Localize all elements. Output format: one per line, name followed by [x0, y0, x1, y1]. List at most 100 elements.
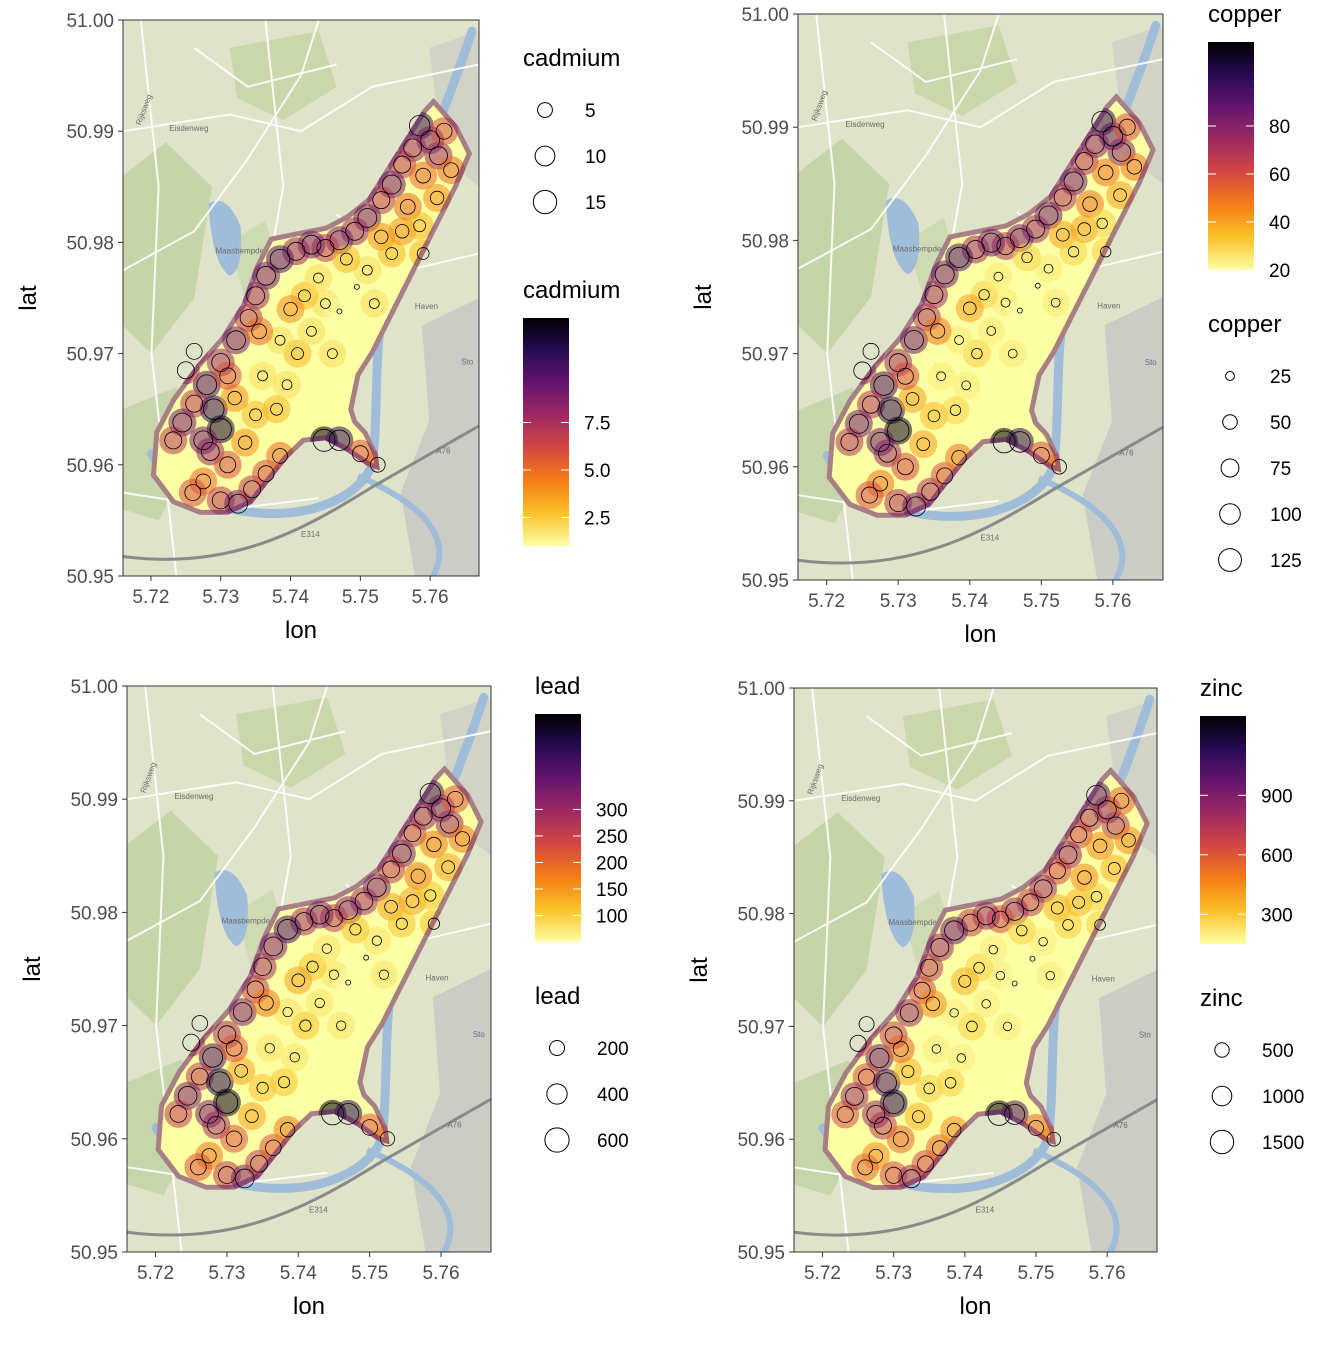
size-legend-label: 10 — [585, 147, 606, 168]
data-point — [988, 945, 998, 955]
surface-cell — [851, 1153, 880, 1182]
data-point — [203, 398, 225, 420]
data-point — [306, 326, 317, 337]
y-tick-label: 50.96 — [737, 1130, 785, 1151]
data-point — [226, 330, 246, 351]
data-point — [353, 283, 360, 290]
data-point — [409, 114, 431, 137]
data-point — [306, 960, 319, 973]
x-tick-label: 5.73 — [202, 587, 239, 608]
y-tick-label: 51.00 — [737, 679, 785, 700]
data-point — [253, 957, 272, 976]
surface-cell — [270, 1068, 299, 1097]
data-point — [232, 1002, 253, 1022]
y-axis-label: lat — [15, 285, 42, 311]
data-point — [281, 379, 293, 391]
map-label: Eisdenweg — [174, 792, 213, 801]
data-point — [1016, 924, 1028, 937]
data-point — [949, 1008, 959, 1018]
y-tick-label: 50.98 — [70, 903, 118, 924]
road — [193, 46, 337, 88]
data-point — [269, 248, 291, 270]
map-label: A76 — [436, 447, 451, 456]
data-point — [177, 1086, 198, 1106]
x-tick-label: 5.72 — [804, 1263, 841, 1284]
y-tick-label: 50.95 — [741, 571, 789, 592]
size-legend-label: 100 — [1270, 505, 1302, 526]
data-point — [876, 1072, 897, 1094]
data-point — [251, 323, 267, 340]
data-point — [858, 1068, 876, 1086]
size-legend-label: 50 — [1270, 413, 1291, 434]
data-point — [190, 1067, 209, 1086]
data-point — [1063, 171, 1084, 192]
y-tick-label: 50.99 — [70, 790, 118, 811]
data-point — [1048, 862, 1066, 880]
surface-cell — [950, 967, 979, 996]
data-point — [913, 981, 931, 999]
surface-cell — [276, 295, 305, 324]
data-point — [961, 380, 972, 391]
surface-cell — [984, 262, 1013, 291]
data-point — [936, 371, 946, 382]
data-point — [336, 308, 343, 315]
size-legend-key — [1214, 1042, 1230, 1058]
map-label: A76 — [1119, 448, 1134, 457]
legend-copper: copper 20 40 60 80 copper 25 50 75 100 125 — [1208, 1, 1302, 572]
surface-cell — [231, 428, 260, 457]
data-point — [966, 1020, 978, 1033]
data-point — [904, 330, 924, 350]
data-point — [392, 843, 412, 864]
data-point — [892, 1041, 909, 1057]
data-point — [206, 1115, 226, 1135]
data-point — [277, 919, 298, 940]
data-point — [195, 473, 212, 490]
y-tick-label: 50.98 — [737, 905, 785, 926]
x-tick-label: 5.72 — [132, 587, 169, 608]
data-point — [385, 247, 399, 260]
data-point — [840, 432, 859, 451]
y-tick-label: 50.97 — [70, 1017, 118, 1038]
data-point — [882, 1092, 905, 1114]
data-point — [164, 431, 183, 450]
x-tick-label: 5.74 — [946, 1263, 983, 1284]
surface-cell — [220, 384, 249, 413]
surface-cell — [228, 998, 257, 1027]
surface-cell — [297, 317, 326, 346]
map-label: E314 — [981, 533, 1000, 542]
data-point — [976, 906, 996, 926]
data-point — [924, 285, 944, 305]
y-tick-label: 51.00 — [741, 5, 789, 26]
data-point — [1033, 879, 1053, 899]
data-point — [443, 162, 459, 178]
x-tick-label: 5.76 — [1089, 1263, 1126, 1284]
data-point — [869, 1047, 890, 1068]
data-point — [896, 458, 914, 476]
colorbar-tick-label: 80 — [1269, 117, 1290, 138]
data-point — [354, 891, 374, 911]
data-point — [227, 390, 242, 406]
surface-cell — [1007, 916, 1036, 945]
colorbar-tick-label: 600 — [1261, 846, 1293, 867]
data-point — [1011, 980, 1018, 987]
data-point — [441, 860, 455, 874]
surface-cell — [923, 316, 952, 345]
data-point — [896, 367, 914, 385]
size-legend-label: 200 — [597, 1039, 629, 1060]
surface-cell — [918, 989, 947, 1018]
data-point — [238, 435, 253, 450]
x-tick-label: 5.72 — [808, 591, 845, 612]
data-point — [282, 1006, 293, 1018]
data-point — [930, 938, 950, 957]
road — [127, 730, 491, 801]
road — [866, 715, 1013, 757]
data-point — [246, 286, 266, 306]
size-legend-title: lead — [535, 983, 580, 1010]
data-point — [1077, 222, 1092, 236]
data-point — [219, 367, 237, 385]
road — [870, 41, 1018, 84]
data-point — [887, 419, 910, 442]
data-point — [995, 970, 1006, 981]
data-point — [239, 309, 258, 327]
lake — [881, 871, 915, 948]
